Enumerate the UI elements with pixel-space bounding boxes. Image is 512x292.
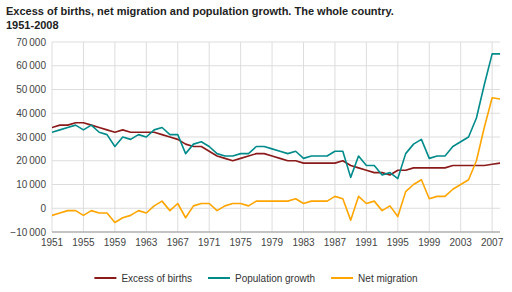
y-grid-line — [52, 113, 500, 114]
y-grid-line — [52, 208, 500, 209]
x-grid-line — [83, 42, 84, 232]
legend-item: Population growth — [208, 273, 315, 284]
chart: Excess of births, net migration and popu… — [0, 0, 512, 292]
x-tick-label: 1999 — [418, 237, 441, 248]
y-grid-line — [52, 89, 500, 90]
legend-label: Net migration — [358, 273, 417, 284]
x-grid-line — [114, 42, 115, 232]
legend-label: Population growth — [235, 273, 315, 284]
legend-item: Excess of births — [94, 273, 192, 284]
x-tick-label: 1951 — [41, 237, 64, 248]
legend-label: Excess of births — [121, 273, 192, 284]
y-grid-line — [52, 137, 500, 138]
page: {"chart_data": { "type": "line", "title"… — [0, 0, 512, 292]
y-tick-label: 40 000 — [16, 108, 46, 119]
x-tick-label: 1991 — [355, 237, 378, 248]
x-grid-line — [334, 42, 335, 232]
x-axis-line — [52, 232, 500, 233]
series-line — [52, 54, 500, 179]
x-tick-label: 2007 — [481, 237, 504, 248]
x-tick-label: 1983 — [292, 237, 315, 248]
x-tick-label: 1995 — [387, 237, 410, 248]
x-tick-label: 1987 — [324, 237, 347, 248]
x-tick-label: 2003 — [450, 237, 473, 248]
axes: −10 000 0 10 000 20 000 30 000 40 000 50 000 60… — [10, 37, 503, 249]
x-grid-line — [272, 42, 273, 232]
legend: Excess of births Population growth Net mig… — [94, 273, 417, 284]
y-tick-label: 70 000 — [16, 37, 46, 48]
x-grid-line — [460, 42, 461, 232]
y-grid-line — [52, 160, 500, 161]
y-tick-label: 20 000 — [16, 155, 46, 166]
x-tick-label: 1959 — [104, 237, 127, 248]
y-tick-label: 30 000 — [16, 132, 46, 143]
x-tick-label: 1975 — [230, 237, 253, 248]
y-tick-label: −10 000 — [10, 227, 46, 238]
y-tick-label: 10 000 — [16, 179, 46, 190]
grid — [52, 42, 500, 232]
title: Excess of births, net migration and popu… — [6, 5, 394, 17]
x-grid-line — [492, 42, 493, 232]
series-line — [52, 98, 500, 223]
x-tick-label: 1967 — [167, 237, 190, 248]
lines — [52, 54, 500, 223]
legend-swatch — [331, 277, 353, 279]
x-grid-line — [52, 42, 53, 232]
y-grid-line — [52, 65, 500, 66]
y-tick-label: 50 000 — [16, 84, 46, 95]
x-tick-label: 1963 — [135, 237, 158, 248]
y-grid-line — [52, 42, 500, 43]
y-tick-label: 0 — [40, 203, 46, 214]
legend-item: Net migration — [331, 273, 417, 284]
x-grid-line — [429, 42, 430, 232]
subtitle: 1951-2008 — [6, 19, 59, 31]
x-tick-label: 1979 — [261, 237, 284, 248]
x-tick-label: 1971 — [198, 237, 221, 248]
y-grid-line — [52, 232, 500, 233]
legend-swatch — [94, 277, 116, 279]
x-tick-label: 1955 — [72, 237, 95, 248]
y-grid-line — [52, 184, 500, 185]
legend-swatch — [208, 277, 230, 279]
series-line — [52, 123, 500, 175]
y-tick-label: 60 000 — [16, 60, 46, 71]
x-grid-line — [397, 42, 398, 232]
